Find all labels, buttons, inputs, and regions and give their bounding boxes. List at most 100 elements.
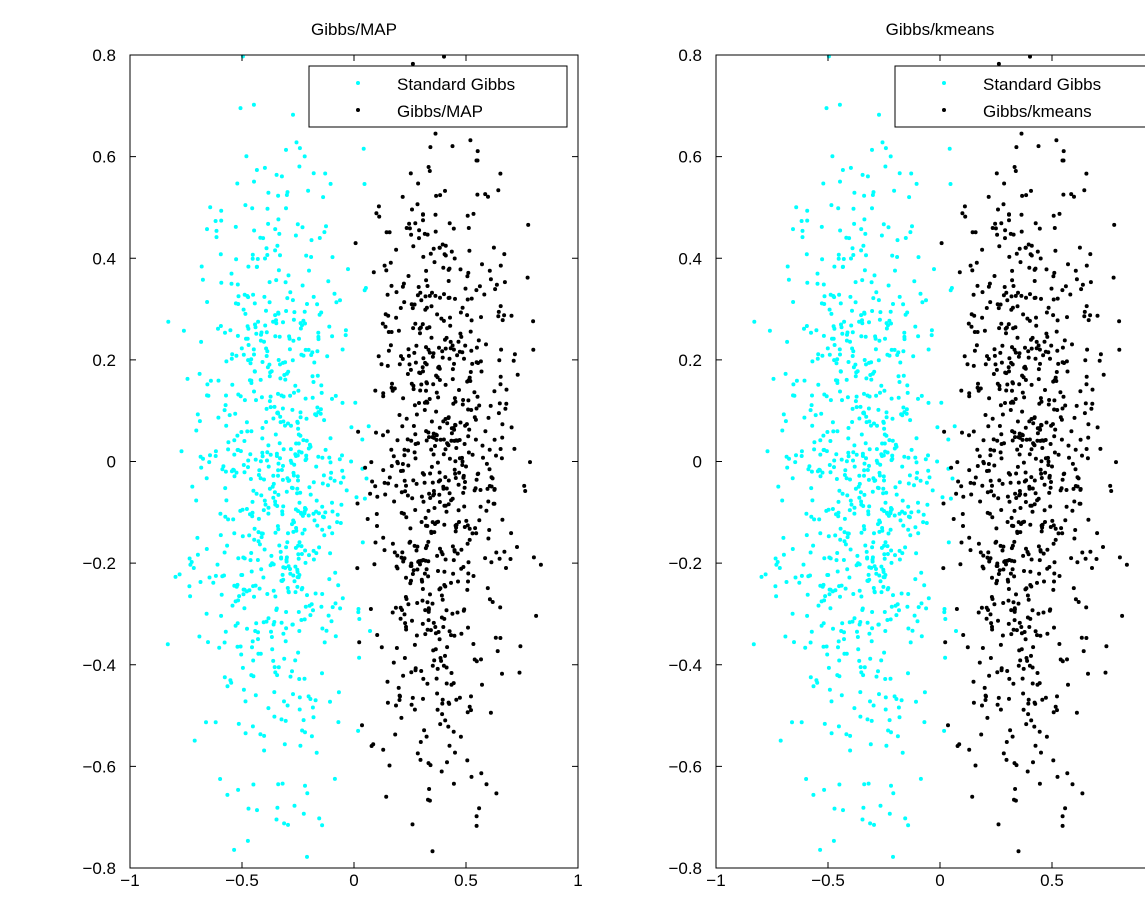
scatter-point-standard-gibbs xyxy=(312,360,317,365)
scatter-point-gibbs-map xyxy=(477,403,482,408)
scatter-point-gibbs-kmeans xyxy=(967,394,972,399)
scatter-point-standard-gibbs xyxy=(285,586,290,590)
scatter-point-gibbs-map xyxy=(412,707,417,712)
scatter-point-standard-gibbs xyxy=(284,555,289,560)
scatter-point-standard-gibbs xyxy=(294,140,299,145)
scatter-point-gibbs-kmeans xyxy=(1006,322,1011,327)
scatter-point-standard-gibbs xyxy=(818,531,823,536)
scatter-point-standard-gibbs xyxy=(271,473,276,478)
scatter-point-gibbs-map xyxy=(398,616,403,621)
scatter-point-gibbs-kmeans xyxy=(956,479,961,484)
scatter-point-gibbs-map xyxy=(399,715,404,720)
scatter-point-standard-gibbs xyxy=(828,587,833,592)
scatter-point-gibbs-map xyxy=(466,434,471,439)
scatter-point-gibbs-kmeans xyxy=(1054,379,1059,383)
scatter-point-gibbs-map xyxy=(515,545,519,549)
scatter-point-gibbs-map xyxy=(468,379,473,383)
scatter-point-gibbs-map xyxy=(443,653,447,658)
scatter-point-gibbs-kmeans xyxy=(990,627,995,632)
scatter-point-gibbs-kmeans xyxy=(1069,556,1074,561)
scatter-point-gibbs-kmeans xyxy=(1014,145,1019,150)
scatter-point-gibbs-map xyxy=(426,165,431,169)
scatter-point-standard-gibbs xyxy=(838,526,843,531)
scatter-point-standard-gibbs xyxy=(901,349,906,354)
scatter-point-gibbs-kmeans xyxy=(946,723,950,728)
scatter-point-standard-gibbs xyxy=(804,252,809,257)
scatter-point-gibbs-map xyxy=(404,515,409,520)
scatter-point-standard-gibbs xyxy=(821,433,826,438)
scatter-point-gibbs-map xyxy=(434,409,439,414)
scatter-point-standard-gibbs xyxy=(867,320,871,325)
scatter-point-standard-gibbs xyxy=(251,658,256,663)
scatter-point-standard-gibbs xyxy=(338,298,342,303)
scatter-point-gibbs-map xyxy=(424,734,429,739)
scatter-point-standard-gibbs xyxy=(834,361,839,366)
legend-label-gibbs-kmeans: Gibbs/kmeans xyxy=(983,102,1092,121)
scatter-point-standard-gibbs xyxy=(282,373,287,377)
scatter-point-standard-gibbs xyxy=(230,603,235,608)
scatter-point-gibbs-kmeans xyxy=(1044,267,1049,272)
scatter-point-standard-gibbs xyxy=(808,675,813,680)
scatter-point-gibbs-map xyxy=(422,400,427,405)
scatter-point-gibbs-kmeans xyxy=(1028,522,1033,527)
scatter-point-gibbs-kmeans xyxy=(981,461,986,466)
scatter-point-gibbs-kmeans xyxy=(996,306,1001,311)
legend-label-standard-gibbs: Standard Gibbs xyxy=(397,75,515,94)
y-tick-label: −0.8 xyxy=(82,859,116,878)
scatter-point-standard-gibbs xyxy=(881,474,886,479)
scatter-point-standard-gibbs xyxy=(888,617,893,622)
scatter-point-standard-gibbs xyxy=(296,575,301,580)
scatter-point-gibbs-map xyxy=(387,763,392,768)
scatter-point-gibbs-map xyxy=(442,252,447,257)
scatter-point-gibbs-kmeans xyxy=(996,618,1000,623)
scatter-point-gibbs-kmeans xyxy=(1030,509,1035,514)
scatter-point-gibbs-kmeans xyxy=(1029,718,1034,723)
scatter-point-standard-gibbs xyxy=(274,172,279,177)
scatter-point-standard-gibbs xyxy=(839,693,844,698)
scatter-point-gibbs-map xyxy=(420,621,425,626)
scatter-point-standard-gibbs xyxy=(166,319,171,324)
scatter-point-gibbs-map xyxy=(459,631,464,636)
scatter-point-gibbs-kmeans xyxy=(1039,459,1044,464)
scatter-point-gibbs-kmeans xyxy=(1086,671,1090,676)
scatter-point-gibbs-map xyxy=(421,499,426,504)
scatter-point-gibbs-map xyxy=(425,627,430,632)
scatter-point-standard-gibbs xyxy=(227,413,232,418)
scatter-point-gibbs-map xyxy=(466,579,470,584)
scatter-point-gibbs-map xyxy=(423,608,428,613)
scatter-point-gibbs-kmeans xyxy=(951,517,956,521)
scatter-point-gibbs-kmeans xyxy=(1070,342,1074,347)
scatter-point-standard-gibbs xyxy=(879,507,884,512)
scatter-point-standard-gibbs xyxy=(914,181,919,186)
scatter-point-standard-gibbs xyxy=(869,423,873,428)
scatter-point-gibbs-kmeans xyxy=(1079,635,1084,640)
scatter-point-standard-gibbs xyxy=(903,236,908,240)
scatter-point-standard-gibbs xyxy=(870,147,874,152)
scatter-point-gibbs-map xyxy=(409,302,414,307)
scatter-point-gibbs-kmeans xyxy=(1018,492,1023,496)
scatter-point-gibbs-map xyxy=(409,438,414,443)
scatter-point-gibbs-map xyxy=(398,306,403,310)
scatter-point-gibbs-kmeans xyxy=(971,700,976,705)
scatter-point-standard-gibbs xyxy=(357,617,362,621)
scatter-point-gibbs-map xyxy=(483,429,488,434)
y-tick-label: 0.2 xyxy=(92,351,116,370)
scatter-point-standard-gibbs xyxy=(330,255,335,260)
scatter-point-gibbs-kmeans xyxy=(1033,266,1038,271)
scatter-point-gibbs-map xyxy=(386,348,391,353)
scatter-point-standard-gibbs xyxy=(218,777,223,781)
scatter-point-standard-gibbs xyxy=(253,629,258,633)
scatter-point-gibbs-map xyxy=(434,373,439,378)
scatter-point-gibbs-map xyxy=(419,382,424,387)
scatter-point-gibbs-kmeans xyxy=(1036,544,1041,549)
scatter-point-gibbs-map xyxy=(443,718,448,723)
scatter-point-gibbs-map xyxy=(512,446,517,451)
scatter-point-gibbs-map xyxy=(400,194,405,199)
scatter-point-standard-gibbs xyxy=(908,418,913,423)
scatter-point-standard-gibbs xyxy=(910,224,914,229)
scatter-point-gibbs-map xyxy=(431,351,436,356)
scatter-point-standard-gibbs xyxy=(903,312,908,317)
scatter-point-standard-gibbs xyxy=(866,781,871,786)
scatter-point-standard-gibbs xyxy=(291,470,296,475)
scatter-point-gibbs-map xyxy=(382,480,387,485)
